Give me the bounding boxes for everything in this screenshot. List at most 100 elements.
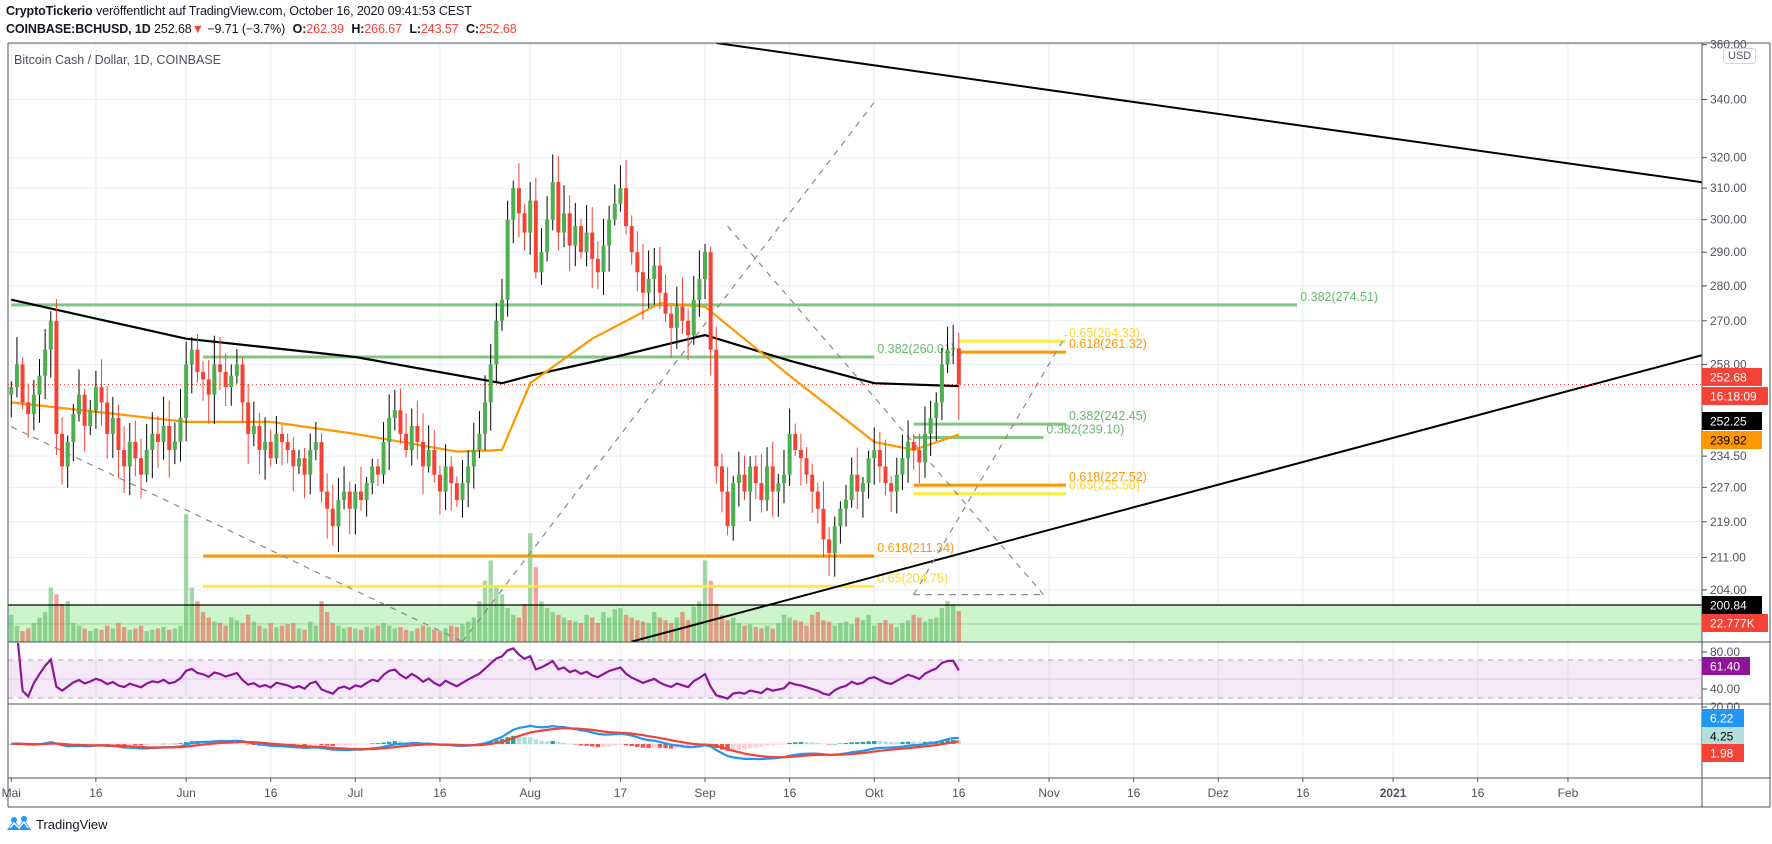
candle-body[interactable]	[488, 364, 493, 403]
candle-body[interactable]	[866, 458, 871, 484]
candle-body[interactable]	[697, 279, 702, 300]
candle-body[interactable]	[483, 402, 488, 434]
candle-body[interactable]	[150, 433, 155, 451]
candle-body[interactable]	[787, 433, 792, 475]
candle-body[interactable]	[601, 245, 606, 273]
candle-body[interactable]	[336, 500, 341, 527]
candle-body[interactable]	[20, 364, 25, 403]
candle-body[interactable]	[635, 252, 640, 273]
candle-body[interactable]	[454, 483, 459, 501]
candle-body[interactable]	[426, 450, 431, 467]
candle-body[interactable]	[82, 394, 87, 426]
candle-body[interactable]	[477, 433, 482, 451]
candle-body[interactable]	[133, 441, 138, 459]
candle-body[interactable]	[945, 349, 950, 365]
candle-body[interactable]	[629, 226, 634, 253]
candle-body[interactable]	[680, 306, 685, 321]
candle-body[interactable]	[652, 265, 657, 280]
candle-body[interactable]	[516, 188, 521, 214]
candle-body[interactable]	[522, 213, 527, 233]
candle-body[interactable]	[607, 219, 612, 246]
candle-body[interactable]	[770, 466, 775, 492]
candle-body[interactable]	[776, 483, 781, 492]
candle-body[interactable]	[313, 441, 318, 451]
candle-body[interactable]	[725, 491, 730, 527]
candle-body[interactable]	[499, 299, 504, 321]
candle-body[interactable]	[251, 425, 256, 434]
candle-body[interactable]	[263, 441, 268, 451]
candle-body[interactable]	[951, 348, 956, 350]
candle-body[interactable]	[178, 418, 183, 442]
candle-body[interactable]	[714, 349, 719, 467]
candle-body[interactable]	[127, 441, 132, 467]
currency-button[interactable]: USD	[1723, 48, 1757, 64]
candle-body[interactable]	[26, 402, 31, 415]
candle-body[interactable]	[71, 414, 76, 442]
candle-body[interactable]	[736, 474, 741, 484]
candle-body[interactable]	[268, 441, 273, 459]
candle-body[interactable]	[612, 203, 617, 220]
candle-body[interactable]	[330, 508, 335, 527]
candle-body[interactable]	[206, 379, 211, 395]
candle-body[interactable]	[201, 371, 206, 380]
candle-body[interactable]	[939, 364, 944, 403]
candle-body[interactable]	[855, 474, 860, 492]
candle-body[interactable]	[364, 483, 369, 501]
candle-body[interactable]	[347, 491, 352, 509]
candle-body[interactable]	[906, 441, 911, 459]
candle-body[interactable]	[691, 299, 696, 336]
candle-body[interactable]	[116, 418, 121, 451]
candle-body[interactable]	[860, 483, 865, 492]
time-axis[interactable]: Mai 16 Jun 16 Jul 16 Aug 17 Sep 16 Okt 16 Nov 16 Dez 16…	[2, 778, 1579, 800]
candle-body[interactable]	[217, 364, 222, 372]
candle-body[interactable]	[618, 188, 623, 204]
candle-body[interactable]	[911, 441, 916, 451]
candle-body[interactable]	[494, 320, 499, 365]
publisher-name[interactable]: CryptoTickerio	[6, 4, 93, 18]
candle-body[interactable]	[590, 232, 595, 259]
candle-body[interactable]	[646, 279, 651, 293]
candle-body[interactable]	[404, 433, 409, 451]
candle-body[interactable]	[415, 425, 420, 442]
candle-body[interactable]	[719, 466, 724, 492]
candle-body[interactable]	[139, 458, 144, 475]
candle-body[interactable]	[917, 450, 922, 463]
macd-pane[interactable]	[8, 724, 1702, 761]
candle-body[interactable]	[934, 402, 939, 419]
candle-body[interactable]	[122, 450, 127, 467]
candle-body[interactable]	[370, 466, 375, 484]
candle-body[interactable]	[392, 410, 397, 419]
candle-body[interactable]	[240, 364, 245, 403]
candle-body[interactable]	[246, 402, 251, 434]
candle-body[interactable]	[505, 219, 510, 300]
candle-body[interactable]	[31, 394, 36, 415]
candle-body[interactable]	[669, 313, 674, 328]
candle-body[interactable]	[432, 450, 437, 475]
candle-body[interactable]	[274, 433, 279, 459]
candle-body[interactable]	[421, 441, 426, 467]
candle-body[interactable]	[731, 483, 736, 527]
candle-body[interactable]	[43, 349, 48, 376]
candle-body[interactable]	[827, 539, 832, 553]
candle-body[interactable]	[60, 433, 65, 467]
candle-body[interactable]	[398, 410, 403, 434]
candle-body[interactable]	[381, 441, 386, 475]
candle-body[interactable]	[708, 252, 713, 350]
candle-body[interactable]	[877, 450, 882, 467]
candle-body[interactable]	[161, 425, 166, 442]
candle-body[interactable]	[595, 258, 600, 273]
candle-body[interactable]	[471, 450, 476, 467]
candle-body[interactable]	[748, 466, 753, 492]
candle-body[interactable]	[93, 387, 98, 411]
chart-legend-title[interactable]: Bitcoin Cash / Dollar, 1D, COINBASE	[14, 53, 222, 67]
candle-body[interactable]	[460, 483, 465, 501]
candle-body[interactable]	[387, 418, 392, 442]
candle-body[interactable]	[325, 491, 330, 509]
main-pane[interactable]: 0.382(274.51)0.382(260.01)0.65(264.33)0.…	[8, 43, 1709, 642]
candle-body[interactable]	[449, 466, 454, 484]
candle-body[interactable]	[167, 425, 172, 451]
candle-body[interactable]	[99, 387, 104, 403]
candle-body[interactable]	[624, 188, 629, 227]
candle-body[interactable]	[172, 441, 177, 451]
